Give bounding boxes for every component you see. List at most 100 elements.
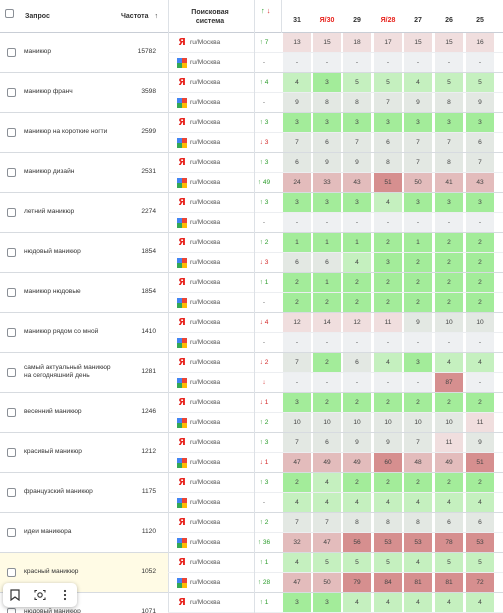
query-text[interactable]: красный маникюр	[24, 568, 79, 575]
position-cell[interactable]: 3	[343, 193, 371, 212]
position-cell[interactable]: 2	[313, 353, 341, 372]
position-cell[interactable]: 3	[435, 193, 463, 212]
position-cell[interactable]: -	[435, 53, 463, 72]
row-checkbox[interactable]	[7, 408, 16, 417]
position-cell[interactable]: 17	[374, 33, 402, 52]
query-text[interactable]: нюдовый маникюр	[24, 608, 81, 613]
query-text[interactable]: маникюр	[24, 48, 52, 55]
position-cell[interactable]: 9	[343, 153, 371, 172]
position-cell[interactable]: 47	[283, 453, 311, 472]
position-cell[interactable]: -	[313, 373, 341, 392]
query-text[interactable]: маникюр рядом со мной	[24, 328, 99, 335]
position-cell[interactable]: 7	[466, 153, 494, 172]
position-cell[interactable]: 2	[466, 473, 494, 492]
position-cell[interactable]: 50	[404, 173, 432, 192]
position-cell[interactable]: -	[343, 213, 371, 232]
position-cell[interactable]: -	[404, 213, 432, 232]
position-cell[interactable]: 7	[283, 353, 311, 372]
position-cell[interactable]: 53	[466, 533, 494, 552]
position-cell[interactable]: 2	[313, 293, 341, 312]
position-cell[interactable]: 4	[466, 353, 494, 372]
position-cell[interactable]: -	[435, 213, 463, 232]
position-cell[interactable]: 2	[374, 233, 402, 252]
position-cell[interactable]: -	[404, 373, 432, 392]
query-text[interactable]: нюдовый маникюр	[24, 248, 81, 255]
position-cell[interactable]: 1	[404, 233, 432, 252]
position-cell[interactable]: 8	[435, 93, 463, 112]
date-column-header[interactable]: 25	[476, 17, 484, 24]
position-cell[interactable]: 6	[374, 133, 402, 152]
position-cell[interactable]: 6	[466, 133, 494, 152]
position-cell[interactable]: 8	[404, 513, 432, 532]
query-text[interactable]: маникюр нюдовые	[24, 288, 81, 295]
query-text[interactable]: французский маникюр	[24, 488, 93, 495]
position-cell[interactable]: 5	[435, 73, 463, 92]
position-cell[interactable]: 11	[435, 433, 463, 452]
position-cell[interactable]: 2	[343, 293, 371, 312]
position-cell[interactable]: 7	[374, 93, 402, 112]
position-cell[interactable]: 12	[343, 313, 371, 332]
position-cell[interactable]: 2	[466, 233, 494, 252]
position-cell[interactable]: 3	[374, 113, 402, 132]
position-cell[interactable]: 10	[404, 413, 432, 432]
position-cell[interactable]: 79	[343, 573, 371, 592]
position-cell[interactable]: 3	[435, 113, 463, 132]
position-cell[interactable]: 6	[466, 513, 494, 532]
position-cell[interactable]: 8	[374, 513, 402, 532]
position-cell[interactable]: 2	[404, 393, 432, 412]
position-cell[interactable]: 2	[404, 273, 432, 292]
position-cell[interactable]: 43	[343, 173, 371, 192]
position-cell[interactable]: -	[343, 53, 371, 72]
position-cell[interactable]: 2	[343, 393, 371, 412]
position-cell[interactable]: 4	[283, 73, 311, 92]
position-cell[interactable]: 3	[283, 393, 311, 412]
row-checkbox[interactable]	[7, 608, 16, 613]
position-cell[interactable]: -	[283, 53, 311, 72]
position-cell[interactable]: 2	[283, 293, 311, 312]
position-cell[interactable]: 6	[343, 353, 371, 372]
position-cell[interactable]: 3	[313, 593, 341, 612]
position-cell[interactable]: 7	[283, 513, 311, 532]
date-column-header[interactable]: 31	[293, 17, 301, 24]
position-cell[interactable]: 3	[283, 193, 311, 212]
position-cell[interactable]: 5	[435, 553, 463, 572]
position-cell[interactable]: 32	[283, 533, 311, 552]
position-cell[interactable]: 9	[466, 93, 494, 112]
position-cell[interactable]: 13	[283, 33, 311, 52]
position-cell[interactable]: 49	[343, 453, 371, 472]
row-checkbox[interactable]	[7, 168, 16, 177]
position-cell[interactable]: 8	[435, 153, 463, 172]
position-cell[interactable]: 78	[435, 533, 463, 552]
position-cell[interactable]: 9	[313, 153, 341, 172]
position-cell[interactable]: 3	[466, 113, 494, 132]
position-cell[interactable]: 2	[466, 393, 494, 412]
position-cell[interactable]: 1	[313, 233, 341, 252]
position-cell[interactable]: -	[343, 373, 371, 392]
position-cell[interactable]: -	[374, 333, 402, 352]
position-cell[interactable]: 12	[283, 313, 311, 332]
position-cell[interactable]: 81	[404, 573, 432, 592]
position-cell[interactable]: 4	[466, 493, 494, 512]
position-cell[interactable]: 4	[374, 493, 402, 512]
position-cell[interactable]: 1	[343, 233, 371, 252]
query-text[interactable]: маникюр дизайн	[24, 168, 75, 175]
position-cell[interactable]: -	[343, 333, 371, 352]
position-cell[interactable]: 11	[374, 313, 402, 332]
position-cell[interactable]: 49	[435, 453, 463, 472]
position-cell[interactable]: 2	[466, 293, 494, 312]
position-cell[interactable]: 8	[343, 93, 371, 112]
position-cell[interactable]: -	[283, 213, 311, 232]
position-cell[interactable]: -	[374, 213, 402, 232]
position-cell[interactable]: 48	[404, 453, 432, 472]
position-cell[interactable]: 7	[343, 133, 371, 152]
bookmark-icon[interactable]	[7, 587, 23, 603]
position-cell[interactable]: 7	[404, 133, 432, 152]
row-checkbox[interactable]	[7, 208, 16, 217]
position-cell[interactable]: 8	[374, 153, 402, 172]
position-cell[interactable]: 3	[313, 193, 341, 212]
